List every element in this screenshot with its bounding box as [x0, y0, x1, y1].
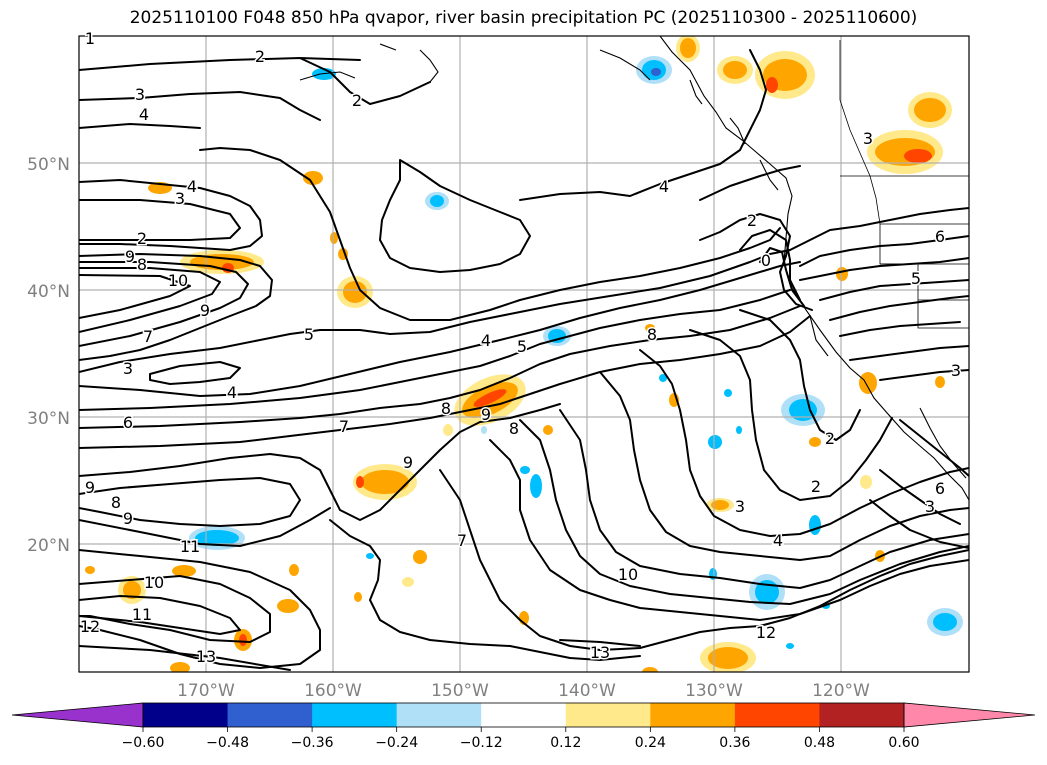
lat-label-30n: 30°N [27, 409, 70, 429]
colorbar-segment [227, 703, 313, 727]
colorbar-tick-label: −0.12 [460, 735, 503, 751]
colorbar-tick-label: −0.24 [375, 735, 418, 751]
lon-label-170w: 170°W [177, 681, 235, 701]
contour-label: 8 [111, 493, 121, 512]
latitude-labels: 50°N 40°N 30°N 20°N [27, 155, 70, 556]
lon-label-150w: 150°W [431, 681, 489, 701]
contour-label: 3 [863, 129, 873, 148]
contour-label: 10 [618, 565, 638, 584]
contour-label: 9 [481, 405, 491, 424]
colorbar-tick-label: 0.36 [719, 735, 750, 751]
contour-label: 3 [735, 497, 745, 516]
colorbar-tick-label: −0.48 [206, 735, 249, 751]
contour-label: 3 [123, 359, 133, 378]
contour-label: 4 [481, 331, 491, 350]
contour-label: 10 [168, 271, 188, 290]
contour-label: 2 [825, 429, 835, 448]
contour-label: 3 [951, 361, 961, 380]
colorbar [11, 702, 1036, 728]
contour-label: 11 [132, 605, 152, 624]
contour-label: 5 [911, 269, 921, 288]
contour-label: 6 [935, 227, 945, 246]
contour-label: 1 [85, 29, 95, 48]
contour-label: 8 [441, 399, 451, 418]
contour-label: 12 [756, 623, 776, 642]
contour-label: 13 [196, 647, 216, 666]
lon-label-130w: 130°W [685, 681, 743, 701]
colorbar-segment [650, 703, 736, 727]
colorbar-segment [565, 703, 651, 727]
colorbar-segment [396, 703, 482, 727]
contour-label: 5 [304, 325, 314, 344]
contour-label: 4 [659, 177, 669, 196]
contour-label: 7 [143, 327, 153, 346]
contour-label: 9 [403, 453, 413, 472]
vapor-contours [79, 49, 969, 671]
contour-label: 9 [125, 247, 135, 266]
longitude-labels: 170°W 160°W 150°W 140°W 130°W 120°W [177, 681, 870, 701]
colorbar-tick-label: −0.60 [122, 735, 165, 751]
colorbar-tick-label: 0.48 [804, 735, 835, 751]
contour-label: 3 [135, 85, 145, 104]
contour-label: 2 [811, 477, 821, 496]
colorbar-segment [143, 703, 229, 727]
lon-label-160w: 160°W [304, 681, 362, 701]
lon-label-140w: 140°W [558, 681, 616, 701]
contour-label: 12 [80, 617, 100, 636]
contour-label: 2 [255, 47, 265, 66]
contour-label: 0 [761, 251, 771, 270]
contour-label: 6 [123, 413, 133, 432]
contour-label: 4 [187, 177, 197, 196]
contour-label: 4 [227, 383, 237, 402]
colorbar-segment [312, 703, 398, 727]
contour-label: 9 [123, 509, 133, 528]
contour-label: 2 [352, 91, 362, 110]
graticule [79, 36, 969, 672]
colorbar-tick-label: 0.12 [550, 735, 581, 751]
contour-label: 7 [457, 531, 467, 550]
colorbar-extend-low [11, 702, 144, 728]
contour-label: 2 [137, 229, 147, 248]
contour-label: 8 [647, 325, 657, 344]
contour-label: 9 [200, 301, 210, 320]
contour-label: 6 [935, 479, 945, 498]
colorbar-extend-high [903, 702, 1036, 728]
lat-label-50n: 50°N [27, 155, 70, 175]
contour-label: 5 [517, 337, 527, 356]
lat-label-40n: 40°N [27, 282, 70, 302]
lat-label-20n: 20°N [27, 536, 70, 556]
colorbar-outline [142, 702, 905, 728]
contour-label: 13 [590, 643, 610, 662]
colorbar-ticks: −0.60 −0.48 −0.36 −0.24 −0.12 0.12 0.24 0.36 0.4… [122, 727, 920, 751]
contour-label: 8 [509, 419, 519, 438]
figure-title: 2025110100 F048 850 hPa qvapor, river ba… [129, 8, 918, 28]
contour-label: 9 [85, 478, 95, 497]
contour-label: 4 [773, 531, 783, 550]
map-frame [78, 35, 970, 673]
colorbar-segment [819, 703, 905, 727]
colorbar-segment [481, 703, 567, 727]
lon-label-120w: 120°W [812, 681, 870, 701]
colorbar-segment [734, 703, 820, 727]
contour-label: 3 [175, 189, 185, 208]
contour-label: 10 [144, 573, 164, 592]
colorbar-tick-label: 0.24 [635, 735, 666, 751]
contour-label: 7 [339, 417, 349, 436]
negative-precip-patch [189, 56, 963, 649]
contour-label: 4 [139, 105, 149, 124]
contour-label: 3 [925, 497, 935, 516]
colorbar-tick-label: −0.36 [291, 735, 334, 751]
colorbar-tick-label: 0.60 [888, 735, 919, 751]
contour-label: 11 [180, 537, 200, 556]
contour-label: 8 [137, 255, 147, 274]
contour-label: 2 [747, 211, 757, 230]
